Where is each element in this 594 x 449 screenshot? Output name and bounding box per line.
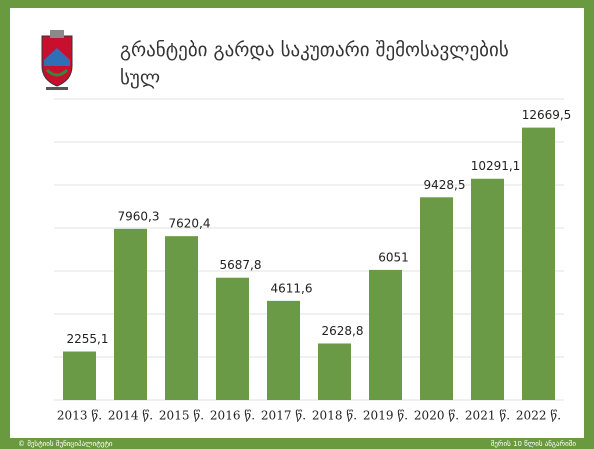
x-tick-label: 2013 წ. <box>57 409 102 423</box>
bar <box>369 269 402 400</box>
data-label: 10291,1 <box>471 159 521 173</box>
data-label: 5687,8 <box>220 258 262 272</box>
x-tick-label: 2020 წ. <box>414 409 459 423</box>
data-label: 12669,5 <box>522 108 572 122</box>
bar <box>522 127 555 401</box>
x-tick-label: 2018 წ. <box>312 409 357 423</box>
bar <box>165 236 198 400</box>
bar <box>318 343 351 400</box>
data-label: 2628,8 <box>322 324 364 338</box>
bar <box>114 228 147 400</box>
x-tick-label: 2022 წ. <box>516 409 561 423</box>
bar <box>216 277 249 400</box>
data-label: 7960,3 <box>118 209 160 223</box>
x-tick-label: 2014 წ. <box>108 409 153 423</box>
footer-right: მერის 10 წლის ანგარიში <box>490 440 576 448</box>
data-label: 2255,1 <box>67 332 109 346</box>
x-tick-label: 2017 წ. <box>261 409 306 423</box>
x-tick-label: 2019 წ. <box>363 409 408 423</box>
bar <box>63 351 96 400</box>
bar <box>471 178 504 400</box>
bar <box>420 197 453 400</box>
bar <box>267 300 300 400</box>
data-label: 6051 <box>378 250 409 264</box>
footer-left: © მესტიის მუნიციპალიტეტი <box>18 440 113 448</box>
data-label: 4611,6 <box>271 281 313 295</box>
x-tick-label: 2021 წ. <box>465 409 510 423</box>
data-label: 9428,5 <box>424 178 466 192</box>
logo <box>41 30 73 90</box>
data-label: 7620,4 <box>169 217 211 231</box>
x-tick-label: 2015 წ. <box>159 409 204 423</box>
chart-title: გრანტები გარდა საკუთარი შემოსავლების სულ <box>120 39 509 89</box>
x-tick-label: 2016 წ. <box>210 409 255 423</box>
